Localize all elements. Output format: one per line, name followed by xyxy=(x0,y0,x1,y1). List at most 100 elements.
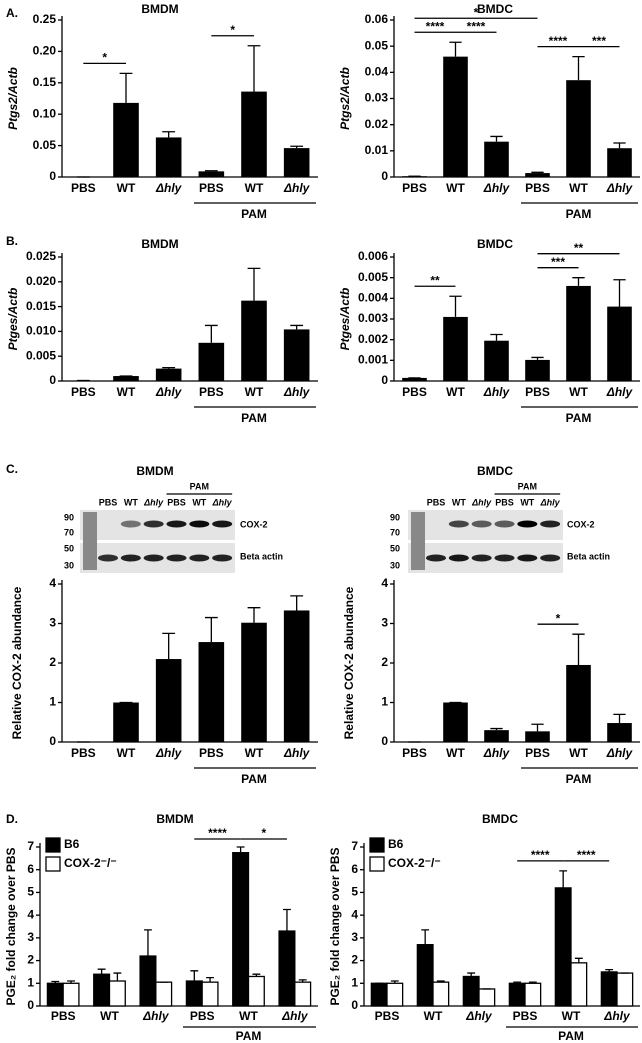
x-tick-label: Δhly xyxy=(142,1009,170,1023)
bar xyxy=(46,982,64,1007)
band xyxy=(471,520,492,528)
group-label: PAM xyxy=(241,207,267,221)
bar xyxy=(484,730,509,742)
bar xyxy=(370,982,388,1007)
y-tick-label: 3 xyxy=(381,616,388,630)
band xyxy=(189,554,210,562)
error-bar xyxy=(247,45,261,92)
error-bar xyxy=(531,171,544,174)
y-tick-label: 4 xyxy=(27,907,34,921)
bar xyxy=(432,981,450,1007)
error-bar xyxy=(283,908,291,932)
band xyxy=(540,520,561,528)
x-tick-label: Δhly xyxy=(483,746,511,760)
y-tick-label: 0.04 xyxy=(365,65,389,79)
band xyxy=(212,520,233,528)
legend-swatch xyxy=(369,837,385,853)
error-bar xyxy=(206,976,214,983)
significance-label: * xyxy=(102,51,107,65)
significance-label: **** xyxy=(577,848,596,862)
band-label: Beta actin xyxy=(567,551,610,561)
group-label: PAM xyxy=(190,481,209,491)
y-tick-label: 0.001 xyxy=(358,353,388,367)
bar xyxy=(198,342,225,381)
marker-label: 50 xyxy=(390,543,400,553)
band-label: Beta actin xyxy=(240,551,283,561)
y-axis-label: PGE₂ fold change over PBS xyxy=(4,847,18,1005)
bar xyxy=(462,975,480,1007)
x-tick-label: Δhly xyxy=(155,746,183,760)
bar xyxy=(386,982,404,1007)
x-tick-label: PBS xyxy=(199,385,224,399)
band xyxy=(448,520,469,528)
y-axis-label: Ptgs2/Actb xyxy=(6,67,20,130)
bar xyxy=(294,981,312,1007)
y-tick-label: 2 xyxy=(351,953,358,967)
error-bar xyxy=(204,170,218,172)
y-axis-label: Ptges/Actb xyxy=(338,288,352,351)
x-tick-label: WT xyxy=(569,181,588,195)
x-tick-label: Δhly xyxy=(606,746,634,760)
bar xyxy=(283,329,310,381)
lane-label: Δhly xyxy=(471,497,492,507)
error-bar xyxy=(513,981,522,984)
significance-label: **** xyxy=(467,19,486,33)
bar xyxy=(566,285,591,381)
bar xyxy=(185,980,203,1007)
error-bar xyxy=(490,333,503,341)
x-tick-label: PBS xyxy=(402,385,427,399)
y-tick-label: 6 xyxy=(351,862,358,876)
band xyxy=(426,554,446,562)
y-tick-label: 0.015 xyxy=(26,299,56,313)
bar xyxy=(241,91,267,177)
x-tick-label: WT xyxy=(245,385,264,399)
bar xyxy=(443,702,468,742)
x-tick-label: PBS xyxy=(402,181,427,195)
bar xyxy=(566,80,591,177)
lane-label: WT xyxy=(452,497,466,507)
y-axis-label: Ptgs2/Actb xyxy=(338,67,352,130)
x-tick-label: PBS xyxy=(199,181,224,195)
y-tick-label: 2 xyxy=(27,953,34,967)
x-tick-label: WT xyxy=(446,385,465,399)
group-label: PAM xyxy=(236,1029,262,1043)
lane-label: PBS xyxy=(427,497,446,507)
error-bar xyxy=(559,870,568,888)
y-tick-label: 0.010 xyxy=(26,324,56,338)
legend-label: COX-2⁻/⁻ xyxy=(388,856,441,870)
lane-label: WT xyxy=(124,497,138,507)
x-tick-label: Δhly xyxy=(606,385,634,399)
y-tick-label: 0.003 xyxy=(358,311,388,325)
panel-label: A. xyxy=(6,6,18,20)
significance-label: * xyxy=(261,826,266,840)
x-tick-label: Δhly xyxy=(465,1009,493,1023)
x-tick-label: PBS xyxy=(525,385,550,399)
bar xyxy=(402,377,427,381)
x-tick-label: WT xyxy=(562,1009,581,1023)
bar xyxy=(155,659,182,742)
blot-title: BMDM xyxy=(136,464,173,478)
error-bar xyxy=(113,972,122,982)
y-tick-label: 4 xyxy=(351,907,358,921)
bar xyxy=(616,972,634,1007)
x-tick-label: WT xyxy=(245,181,264,195)
marker-label: 70 xyxy=(64,527,74,537)
x-tick-label: PBS xyxy=(71,746,96,760)
y-tick-label: 0.006 xyxy=(358,249,388,263)
x-tick-label: PBS xyxy=(513,1009,538,1023)
significance-label: ** xyxy=(574,241,584,255)
y-tick-label: 0.025 xyxy=(26,249,56,263)
y-tick-label: 0.15 xyxy=(33,75,57,89)
bar xyxy=(155,981,173,1007)
y-tick-label: 1 xyxy=(27,975,34,989)
error-bar xyxy=(204,324,218,343)
bar xyxy=(155,368,182,381)
error-bar xyxy=(613,713,626,724)
error-bar xyxy=(421,929,430,945)
error-bar xyxy=(449,41,462,57)
band-label: COX-2 xyxy=(567,519,595,529)
band-label: COX-2 xyxy=(240,519,268,529)
band xyxy=(212,554,233,562)
chart-title: BMDC xyxy=(482,812,518,826)
